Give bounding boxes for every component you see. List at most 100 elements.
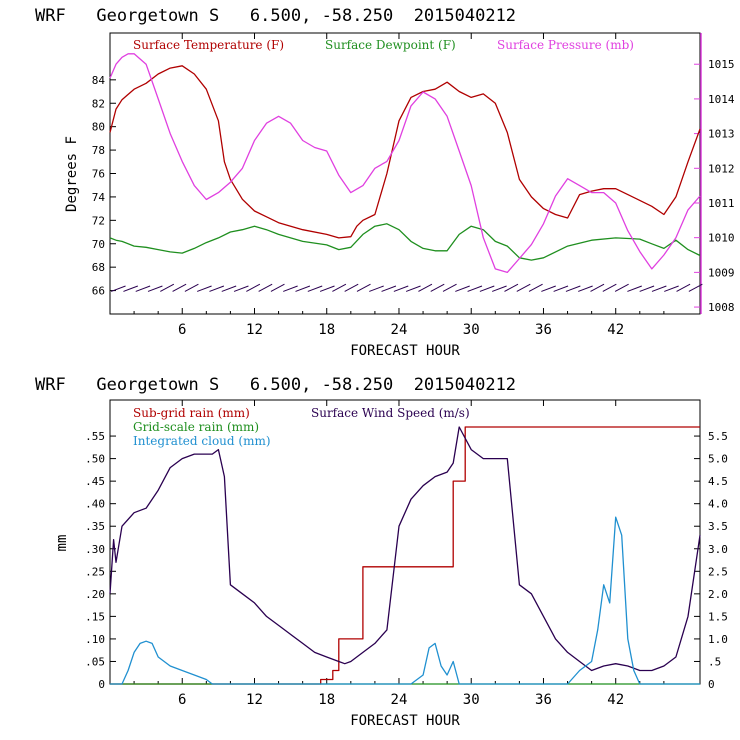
- wind-barb: [233, 285, 249, 292]
- wind-barb: [688, 283, 703, 292]
- chart2-x-tick-label: 12: [246, 692, 263, 708]
- chart1-y-tick-label: 72: [92, 214, 105, 227]
- chart1-x-axis-label: FORECAST HOUR: [350, 343, 460, 359]
- chart2-y-tick-label: .30: [85, 543, 105, 556]
- legend-surface-wind-speed: Surface Wind Speed (m/s): [311, 406, 470, 420]
- wind-barb: [110, 285, 126, 292]
- chart2-y2-tick-label: 4.5: [708, 475, 728, 488]
- wind-barbs: [110, 283, 703, 292]
- chart1-x-tick-label: 30: [463, 322, 480, 338]
- wind-barb: [430, 283, 445, 292]
- chart2-y2-tick-label: 3.0: [708, 543, 728, 556]
- chart2-y-tick-label: .05: [85, 655, 105, 668]
- chart1-y-tick-label: 84: [92, 74, 106, 87]
- wind-barb: [676, 283, 691, 292]
- chart1-y2-tick-label: 1010: [708, 232, 735, 245]
- chart2-y-tick-label: .55: [85, 430, 105, 443]
- wind-barb: [295, 285, 311, 292]
- wind-barb: [258, 283, 273, 292]
- chart2-x-tick-label: 6: [178, 692, 186, 708]
- legend-surface-dewpoint: Surface Dewpoint (F): [325, 38, 456, 52]
- chart1-x-tick-label: 6: [178, 322, 186, 338]
- series-line-surface-wind-speed: [109, 426, 701, 672]
- chart2-x-tick-label: 24: [391, 692, 408, 708]
- chart2-y2-tick-label: 1.5: [708, 610, 728, 623]
- wind-barb: [528, 283, 543, 292]
- chart2-y2-tick-label: 2.0: [708, 588, 728, 601]
- chart1-title: WRF Georgetown S 6.500, -58.250 20150402…: [35, 6, 516, 26]
- wind-barb: [578, 285, 593, 292]
- chart1-y-tick-label: 80: [92, 121, 105, 134]
- legend-surface-pressure: Surface Pressure (mb): [497, 38, 634, 52]
- chart2-y-tick-label: .15: [85, 610, 105, 623]
- wind-barb: [319, 285, 335, 292]
- wind-barb: [147, 285, 163, 292]
- series-line-surface-dewpoint: [109, 223, 701, 261]
- wind-barb: [123, 285, 139, 292]
- wind-barb: [184, 283, 199, 292]
- wind-barb: [307, 285, 323, 292]
- chart2-y2-tick-label: 1.0: [708, 633, 728, 646]
- wind-barb: [393, 285, 409, 292]
- wind-barb: [516, 283, 531, 292]
- chart1-y-tick-label: 68: [92, 261, 105, 274]
- chart2-y2-tick-label: .5: [708, 655, 721, 668]
- wind-barb: [344, 283, 359, 292]
- wind-barb: [602, 283, 617, 292]
- chart2-y2-tick-label: 5.0: [708, 453, 728, 466]
- wind-barb: [160, 283, 175, 292]
- wind-barb: [135, 285, 151, 292]
- legend-surface-temperature: Surface Temperature (F): [133, 38, 284, 52]
- wind-barb: [172, 283, 187, 292]
- chart2-y2-tick-label: 5.5: [708, 430, 728, 443]
- wind-barb: [664, 285, 679, 292]
- wind-barb: [565, 285, 581, 292]
- chart2-y-axis-label: mm: [54, 535, 70, 552]
- chart1-x-tick-label: 18: [318, 322, 335, 338]
- wind-barb: [209, 285, 225, 292]
- chart2-x-tick-label: 42: [607, 692, 624, 708]
- chart1-y-tick-label: 78: [92, 144, 105, 157]
- chart2-y2-tick-label: 2.5: [708, 565, 728, 578]
- chart2-y2-tick-label: 3.5: [708, 520, 728, 533]
- series-line-surface-temperature: [109, 65, 701, 239]
- chart2-x-axis-label: FORECAST HOUR: [350, 713, 460, 729]
- wind-barb: [283, 285, 298, 292]
- wind-barb: [455, 285, 470, 292]
- chart2-y2-tick-label: 4.0: [708, 498, 728, 511]
- wind-barb: [418, 283, 433, 292]
- chart2-y-tick-label: .35: [85, 520, 105, 533]
- wind-barb: [504, 283, 519, 292]
- wind-barb: [246, 283, 261, 292]
- wind-barb: [221, 285, 237, 292]
- chart1-y2-tick-label: 1011: [708, 197, 735, 210]
- chart2-x-tick-label: 18: [318, 692, 335, 708]
- wind-barb: [614, 283, 629, 292]
- series-line-surface-pressure: [109, 53, 701, 274]
- wind-barb: [381, 285, 397, 292]
- chart1-y2-tick-label: 1014: [708, 93, 735, 106]
- chart2-y-tick-label: .50: [85, 453, 105, 466]
- wind-barb: [332, 283, 347, 292]
- wind-barb: [492, 285, 507, 292]
- wind-barb: [479, 285, 495, 292]
- chart1-y-tick-label: 74: [92, 191, 106, 204]
- chart1-y-tick-label: 66: [92, 285, 105, 298]
- chart2-y-tick-label: .45: [85, 475, 105, 488]
- chart1-x-tick-label: 42: [607, 322, 624, 338]
- chart1-x-tick-label: 12: [246, 322, 263, 338]
- chart1-y-tick-label: 70: [92, 238, 105, 251]
- wind-barb: [627, 285, 642, 292]
- wind-barb: [197, 285, 212, 292]
- legend-sub-grid-rain: Sub-grid rain (mm): [133, 406, 250, 420]
- series-line-integrated-cloud: [110, 516, 700, 685]
- wind-barb: [553, 285, 569, 292]
- legend-grid-scale-rain: Grid-scale rain (mm): [133, 420, 259, 434]
- chart1-x-tick-label: 24: [391, 322, 408, 338]
- chart1-y2-tick-label: 1009: [708, 266, 735, 279]
- chart2-x-tick-label: 36: [535, 692, 552, 708]
- chart1-y2-tick-label: 1008: [708, 301, 735, 314]
- series-line-sub-grid-rain: [110, 426, 700, 685]
- chart2-title: WRF Georgetown S 6.500, -58.250 20150402…: [35, 375, 516, 395]
